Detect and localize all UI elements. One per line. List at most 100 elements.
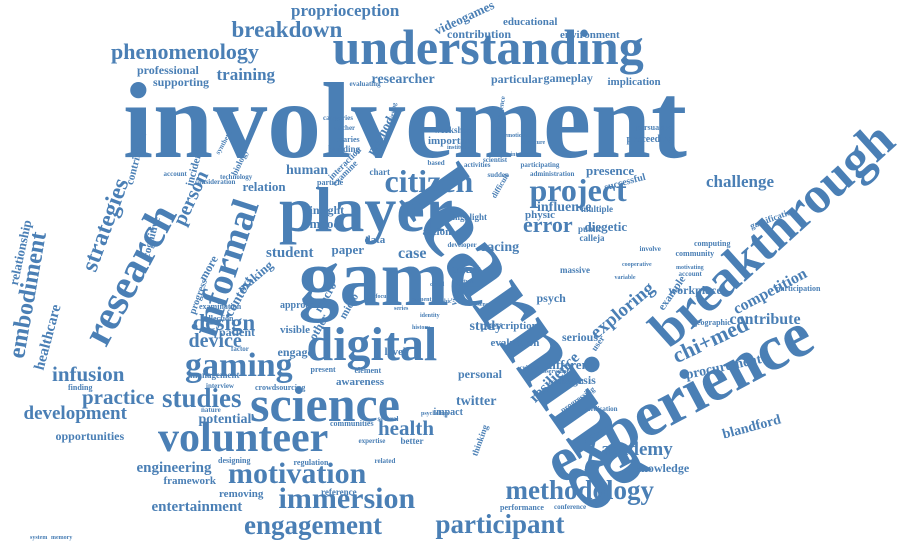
cloud-word: interest <box>510 152 530 158</box>
cloud-word: participating <box>520 160 560 169</box>
cloud-word: public <box>578 223 603 234</box>
cloud-word: engagement <box>244 509 382 540</box>
cloud-word: opportunities <box>55 429 125 443</box>
cloud-word: nature <box>201 405 221 414</box>
cloud-word: immersion <box>278 482 416 515</box>
cloud-word: regulation <box>293 458 329 467</box>
cloud-word: prescription <box>480 319 538 332</box>
cloud-word: calleja <box>579 232 605 243</box>
cloud-word: scientist <box>483 155 508 164</box>
cloud-word: series <box>394 306 409 312</box>
cloud-word: particular <box>491 72 543 86</box>
cloud-word: professional <box>137 63 199 77</box>
cloud-word: persuasive <box>636 123 672 132</box>
cloud-word: diegetic <box>584 218 628 234</box>
cloud-word: system <box>30 535 48 541</box>
cloud-word: understanding <box>332 19 644 75</box>
cloud-word: graphic <box>432 299 452 305</box>
cloud-word: finding <box>68 383 93 392</box>
cloud-word: evaluating <box>349 79 381 88</box>
cloud-word: literature <box>521 140 546 146</box>
cloud-word: volunteer <box>158 415 329 461</box>
cloud-word: expertise <box>358 436 386 445</box>
cloud-word: contribute <box>729 311 801 328</box>
cloud-word: blandford <box>720 412 783 443</box>
cloud-word: phenomenology <box>111 39 259 64</box>
cloud-word: institution <box>447 145 474 151</box>
cloud-word: management <box>190 369 240 380</box>
cloud-word: training <box>216 64 276 84</box>
cloud-word: awareness <box>336 375 385 388</box>
cloud-word: case <box>398 245 427 262</box>
cloud-word: diegesis <box>556 373 596 387</box>
cloud-word: present <box>310 365 336 374</box>
cloud-word: practice <box>82 384 155 409</box>
cloud-word: examination <box>199 302 242 311</box>
cloud-word: geographic <box>693 318 731 327</box>
cloud-word: environment <box>560 28 620 41</box>
cloud-word: multiple <box>581 203 614 214</box>
cloud-word: contribution <box>447 27 512 41</box>
cloud-word: framework <box>163 474 217 487</box>
cloud-word: variable <box>614 275 636 281</box>
cloud-word: crowdsourcing <box>255 383 306 392</box>
cloud-word: workshop <box>434 124 473 135</box>
cloud-word: study <box>469 319 503 334</box>
cloud-word: methodology <box>505 474 655 505</box>
cloud-word: several <box>377 414 399 423</box>
cloud-word: memory <box>51 535 73 541</box>
cloud-word: gameplay <box>543 71 593 85</box>
cloud-word: important <box>428 134 476 147</box>
cloud-word: sudden <box>487 170 509 179</box>
cloud-word: teacher <box>333 123 356 132</box>
cloud-word: collection <box>201 314 234 323</box>
cloud-word: project <box>529 172 627 208</box>
cloud-word: moment <box>410 297 432 303</box>
cloud-word: implication <box>607 75 661 88</box>
cloud-word: building <box>328 143 361 154</box>
cloud-word: technology <box>220 172 253 181</box>
cloud-word: action <box>422 225 452 238</box>
cloud-word: academy <box>601 438 673 460</box>
cloud-word: performance <box>500 503 544 512</box>
cloud-word: better <box>400 435 424 446</box>
cloud-word: conference <box>554 502 587 511</box>
cloud-word: paper <box>331 241 365 257</box>
cloud-word: potential <box>198 412 252 427</box>
cloud-word: removing <box>219 487 264 500</box>
cloud-word: highlight <box>452 211 488 222</box>
cloud-word: gaming <box>185 347 293 384</box>
cloud-word: relation <box>242 178 286 194</box>
cloud-word: involve <box>639 244 661 253</box>
cloud-word: commercial <box>548 377 584 386</box>
cloud-word: developer <box>447 240 477 249</box>
cloud-word: studies <box>162 382 242 413</box>
cloud-word: development <box>23 402 127 424</box>
cloud-word: engage <box>277 345 313 359</box>
cloud-word: account <box>163 169 187 178</box>
cloud-word: particle <box>317 178 344 187</box>
cloud-word: citizen <box>384 163 474 199</box>
cloud-word: workplace <box>668 283 722 297</box>
cloud-word: supporting <box>153 75 210 89</box>
cloud-word: sense <box>477 302 491 308</box>
cloud-word: student <box>266 244 314 261</box>
cloud-word: serious <box>562 330 598 344</box>
cloud-word: massive <box>560 264 590 275</box>
cloud-word: physic <box>525 208 555 221</box>
cloud-word: data <box>364 233 386 246</box>
cloud-word: participant <box>435 508 565 539</box>
cloud-word: history <box>412 325 430 331</box>
cloud-word: thinking <box>469 422 490 457</box>
cloud-word: identity <box>420 313 440 319</box>
cloud-word: challenge <box>706 171 774 191</box>
cloud-word: reference <box>321 486 357 497</box>
cloud-word: knowledge <box>634 461 690 475</box>
cloud-word: factor <box>231 344 249 353</box>
cloud-word: critical <box>519 363 541 372</box>
cloud-word: breakdown <box>231 16 343 42</box>
cloud-word: player <box>279 174 454 245</box>
cloud-word: proprioception <box>291 0 400 20</box>
cloud-word: design <box>192 309 256 335</box>
cloud-word: element <box>354 366 382 375</box>
